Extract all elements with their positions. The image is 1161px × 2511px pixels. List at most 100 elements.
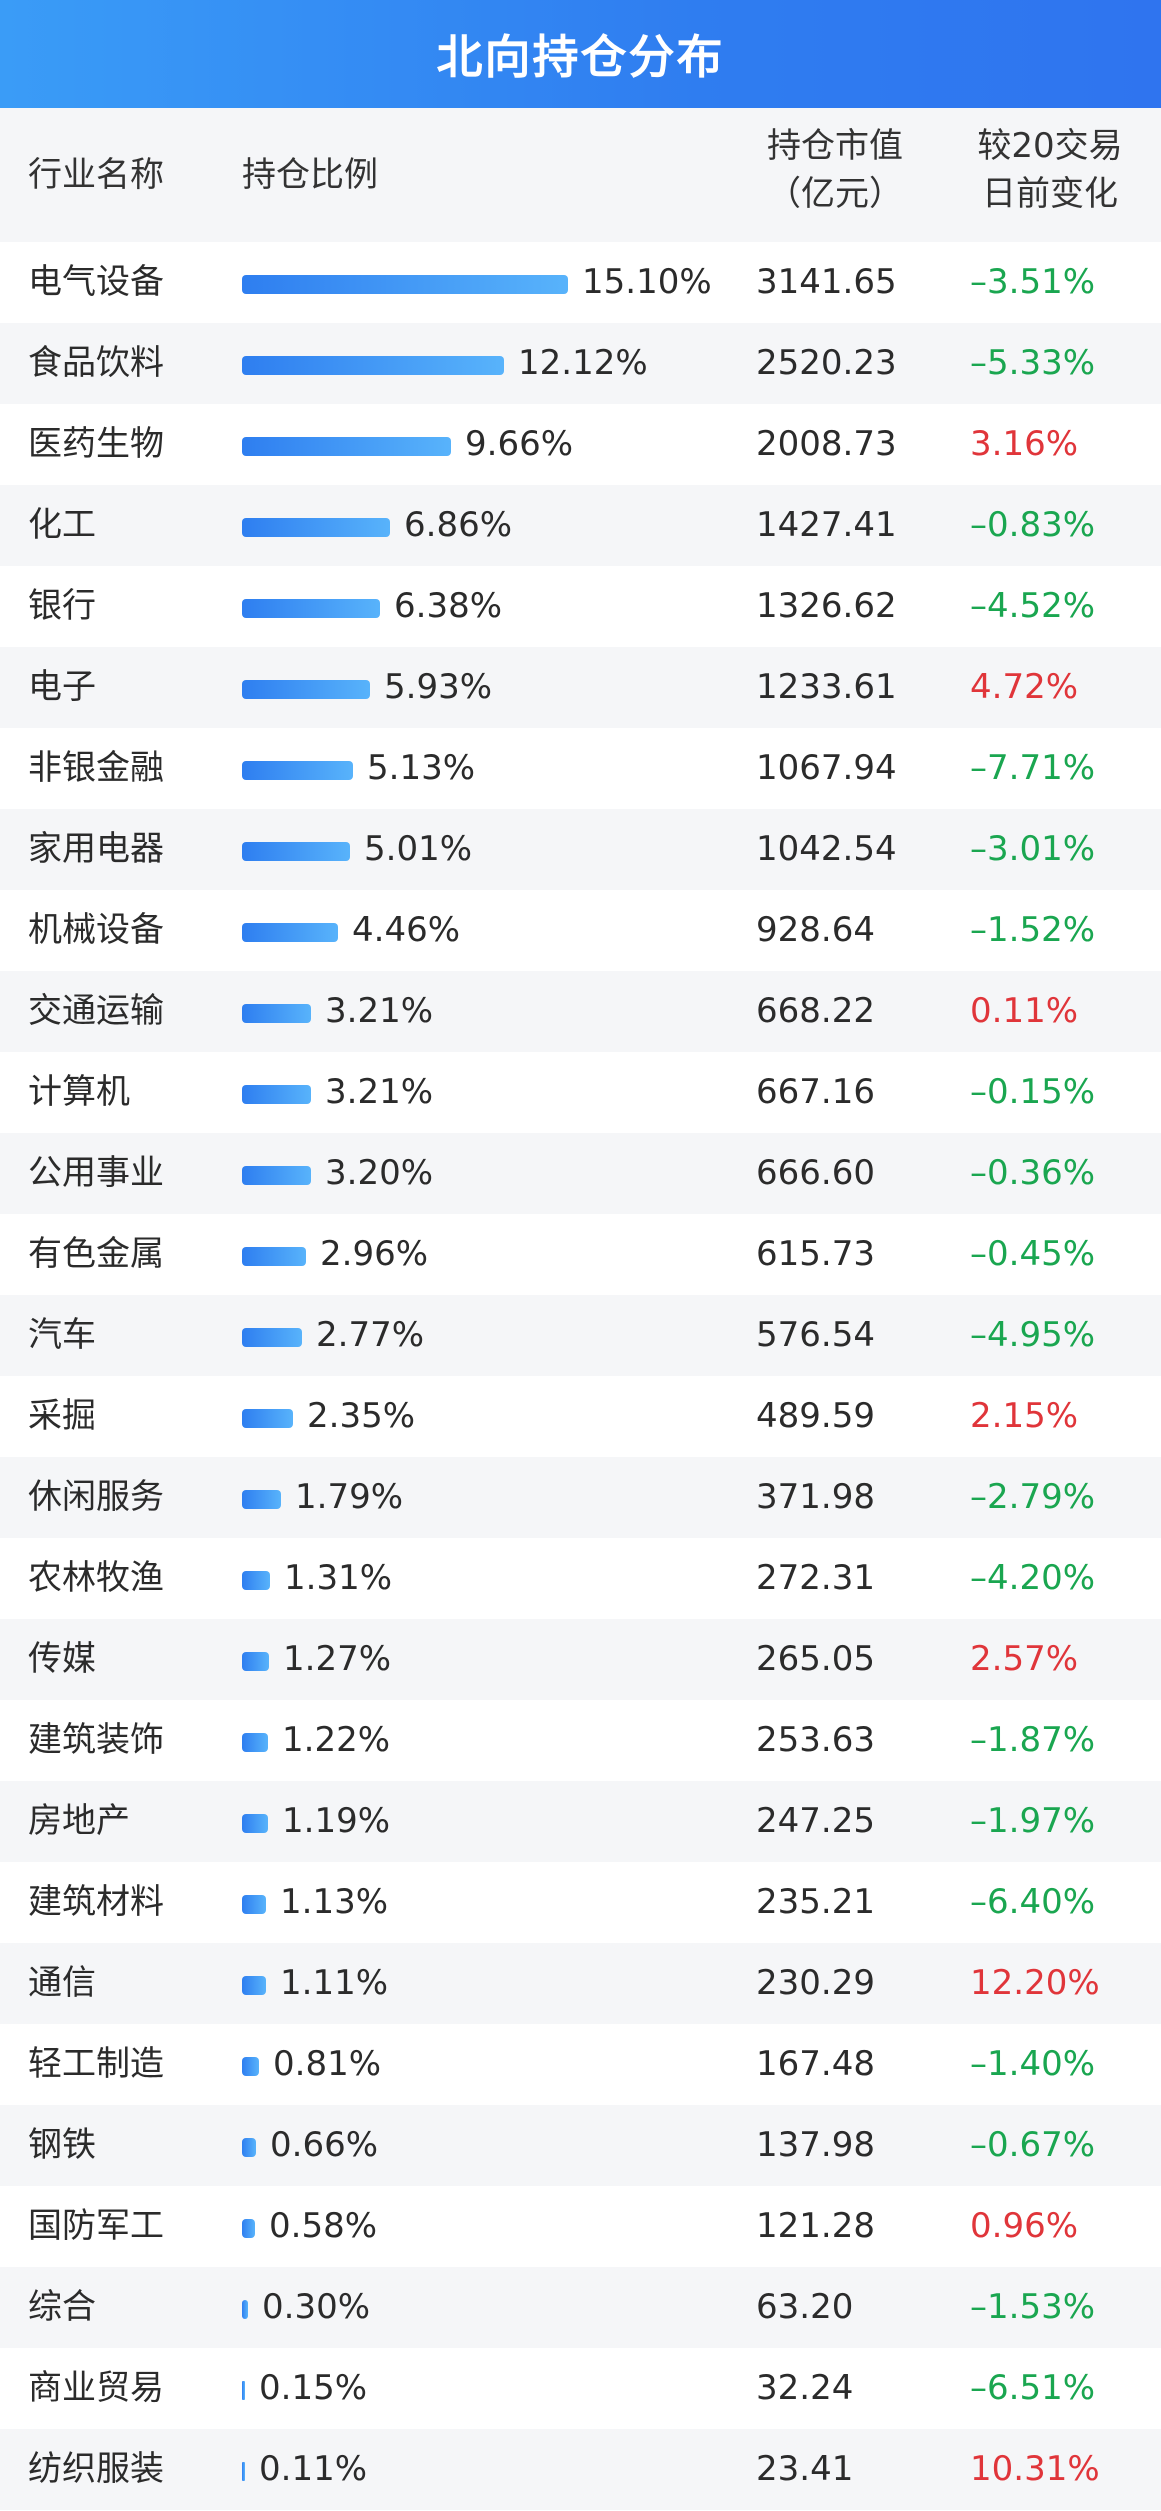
change-value: 2.57%: [970, 1639, 1079, 1679]
ratio-label: 1.79%: [295, 1477, 404, 1517]
market-value: 666.60: [756, 1153, 875, 1193]
market-value: 137.98: [756, 2125, 875, 2165]
ratio-bar: [242, 599, 380, 618]
change-value: –0.36%: [970, 1153, 1096, 1193]
table-row: 电气设备 15.10% 3141.65 –3.51%: [0, 242, 1161, 323]
change-value: –1.53%: [970, 2287, 1096, 2327]
change-value: –3.01%: [970, 829, 1096, 869]
industry-name: 家用电器: [28, 829, 164, 869]
ratio-label: 1.11%: [280, 1963, 389, 2003]
header-value: 持仓市值 （亿元）: [750, 122, 920, 218]
ratio-bar: [242, 518, 390, 537]
industry-name: 电子: [28, 667, 96, 707]
ratio-bar: [242, 923, 338, 942]
industry-name: 建筑材料: [28, 1882, 164, 1922]
market-value: 615.73: [756, 1234, 875, 1274]
ratio-bar: [242, 842, 350, 861]
ratio-label: 9.66%: [465, 424, 574, 464]
table-row: 非银金融 5.13% 1067.94 –7.71%: [0, 728, 1161, 809]
ratio-label: 0.58%: [269, 2206, 378, 2246]
table-row: 建筑装饰 1.22% 253.63 –1.87%: [0, 1700, 1161, 1781]
market-value: 235.21: [756, 1882, 875, 1922]
change-value: 10.31%: [970, 2449, 1100, 2489]
table-header: 行业名称 持仓比例 持仓市值 （亿元） 较20交易 日前变化: [0, 108, 1161, 242]
ratio-label: 6.38%: [394, 586, 503, 626]
change-value: –4.20%: [970, 1558, 1096, 1598]
market-value: 489.59: [756, 1396, 875, 1436]
industry-name: 纺织服装: [28, 2449, 164, 2489]
table-row: 家用电器 5.01% 1042.54 –3.01%: [0, 809, 1161, 890]
ratio-bar: [242, 2057, 259, 2076]
ratio-label: 6.86%: [404, 505, 513, 545]
industry-name: 电气设备: [28, 262, 164, 302]
change-value: –1.97%: [970, 1801, 1096, 1841]
market-value: 371.98: [756, 1477, 875, 1517]
header-value-line1: 持仓市值: [767, 126, 903, 166]
market-value: 230.29: [756, 1963, 875, 2003]
ratio-label: 2.35%: [307, 1396, 416, 1436]
ratio-bar: [242, 2300, 248, 2319]
ratio-label: 5.13%: [367, 748, 476, 788]
table-row: 计算机 3.21% 667.16 –0.15%: [0, 1052, 1161, 1133]
market-value: 253.63: [756, 1720, 875, 1760]
table-row: 国防军工 0.58% 121.28 0.96%: [0, 2186, 1161, 2267]
market-value: 167.48: [756, 2044, 875, 2084]
industry-name: 钢铁: [28, 2125, 96, 2165]
table-row: 交通运输 3.21% 668.22 0.11%: [0, 971, 1161, 1052]
table-row: 传媒 1.27% 265.05 2.57%: [0, 1619, 1161, 1700]
market-value: 668.22: [756, 991, 875, 1031]
change-value: –4.52%: [970, 586, 1096, 626]
market-value: 2520.23: [756, 343, 897, 383]
title-bar: 北向持仓分布: [0, 0, 1161, 108]
market-value: 247.25: [756, 1801, 875, 1841]
table-row: 食品饮料 12.12% 2520.23 –5.33%: [0, 323, 1161, 404]
change-value: 0.11%: [970, 991, 1079, 1031]
market-value: 32.24: [756, 2368, 854, 2408]
table-row: 采掘 2.35% 489.59 2.15%: [0, 1376, 1161, 1457]
header-change: 较20交易 日前变化: [960, 122, 1140, 218]
market-value: 265.05: [756, 1639, 875, 1679]
market-value: 1067.94: [756, 748, 897, 788]
industry-name: 化工: [28, 505, 96, 545]
change-value: –3.51%: [970, 262, 1096, 302]
ratio-bar: [242, 275, 568, 294]
table-row: 机械设备 4.46% 928.64 –1.52%: [0, 890, 1161, 971]
ratio-bar: [242, 1004, 311, 1023]
ratio-label: 5.01%: [364, 829, 473, 869]
table-row: 通信 1.11% 230.29 12.20%: [0, 1943, 1161, 2024]
industry-name: 银行: [28, 586, 96, 626]
ratio-bar: [242, 2381, 245, 2400]
ratio-bar: [242, 437, 451, 456]
ratio-bar: [242, 1652, 269, 1671]
industry-name: 有色金属: [28, 1234, 164, 1274]
market-value: 3141.65: [756, 262, 897, 302]
table-row: 汽车 2.77% 576.54 –4.95%: [0, 1295, 1161, 1376]
market-value: 928.64: [756, 910, 875, 950]
market-value: 576.54: [756, 1315, 875, 1355]
ratio-bar: [242, 1814, 268, 1833]
table-row: 公用事业 3.20% 666.60 –0.36%: [0, 1133, 1161, 1214]
table-row: 房地产 1.19% 247.25 –1.97%: [0, 1781, 1161, 1862]
change-value: –1.40%: [970, 2044, 1096, 2084]
ratio-bar: [242, 1247, 306, 1266]
table-row: 银行 6.38% 1326.62 –4.52%: [0, 566, 1161, 647]
header-industry: 行业名称: [28, 155, 164, 195]
change-value: –2.79%: [970, 1477, 1096, 1517]
ratio-bar: [242, 1490, 281, 1509]
header-value-line2: （亿元）: [767, 174, 903, 214]
industry-name: 非银金融: [28, 748, 164, 788]
ratio-bar: [242, 2462, 245, 2481]
ratio-bar: [242, 1733, 268, 1752]
table-row: 纺织服装 0.11% 23.41 10.31%: [0, 2429, 1161, 2510]
industry-name: 计算机: [28, 1072, 130, 1112]
change-value: 0.96%: [970, 2206, 1079, 2246]
market-value: 121.28: [756, 2206, 875, 2246]
change-value: –7.71%: [970, 748, 1096, 788]
change-value: 4.72%: [970, 667, 1079, 707]
change-value: 3.16%: [970, 424, 1079, 464]
industry-name: 农林牧渔: [28, 1558, 164, 1598]
table-row: 轻工制造 0.81% 167.48 –1.40%: [0, 2024, 1161, 2105]
market-value: 2008.73: [756, 424, 897, 464]
change-value: 2.15%: [970, 1396, 1079, 1436]
ratio-bar: [242, 1976, 266, 1995]
